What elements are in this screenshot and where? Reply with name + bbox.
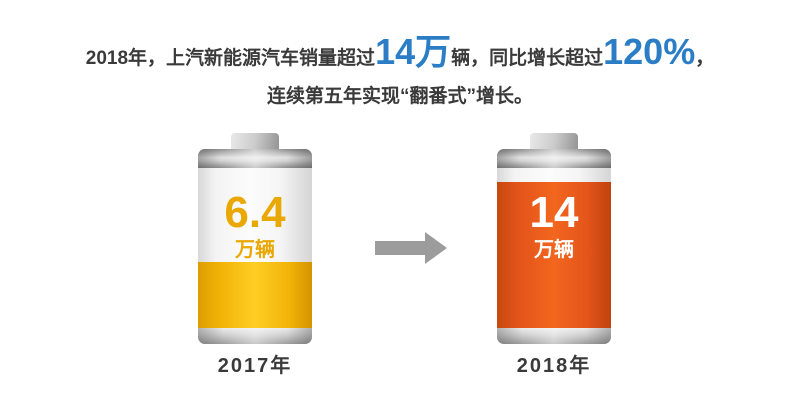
arrow-right-icon <box>375 232 447 264</box>
battery-unit-2017: 万辆 <box>235 239 275 261</box>
battery-value-2017: 6.4 <box>224 188 286 237</box>
battery-cap-icon <box>231 133 279 149</box>
headline-text-2: 辆，同比增长超过 <box>451 48 604 69</box>
headline: 2018年，上汽新能源汽车销量超过14万辆，同比增长超过120%， 连续第五年实… <box>0 32 800 109</box>
battery-value-area: 6.4 万辆 <box>198 188 312 261</box>
headline-text-3: ， <box>695 48 715 69</box>
battery-cap-icon <box>530 133 578 149</box>
battery-bottom-band <box>198 328 312 344</box>
headline-highlight-growth: 120% <box>603 31 696 72</box>
arrow-head <box>425 232 447 264</box>
battery-shell: 6.4 万辆 <box>198 149 312 344</box>
battery-body: 6.4 万辆 <box>198 168 312 328</box>
year-label-2018: 2018年 <box>516 355 592 377</box>
arrow-shaft <box>375 241 426 255</box>
battery-2017: 6.4 万辆 2017年 <box>198 133 312 378</box>
battery-value-area: 14 万辆 <box>497 188 611 261</box>
battery-value-2018: 14 <box>529 188 579 237</box>
headline-text-1: 2018年，上汽新能源汽车销量超过 <box>85 48 376 69</box>
headline-line1: 2018年，上汽新能源汽车销量超过14万辆，同比增长超过120%， <box>0 32 800 79</box>
battery-fill-2017 <box>198 262 312 328</box>
battery-fill-2018 <box>497 182 611 328</box>
battery-unit-2018: 万辆 <box>534 239 574 261</box>
battery-top-band <box>198 149 312 168</box>
year-label-2017: 2017年 <box>217 355 293 377</box>
battery-bottom-band <box>497 328 611 344</box>
headline-line2: 连续第五年实现“翻番式”增长。 <box>266 86 533 107</box>
battery-2018: 14 万辆 2018年 <box>497 133 611 378</box>
headline-highlight-sales: 14万 <box>375 31 452 72</box>
battery-shell: 14 万辆 <box>497 149 611 344</box>
battery-top-band <box>497 149 611 168</box>
battery-body: 14 万辆 <box>497 168 611 328</box>
